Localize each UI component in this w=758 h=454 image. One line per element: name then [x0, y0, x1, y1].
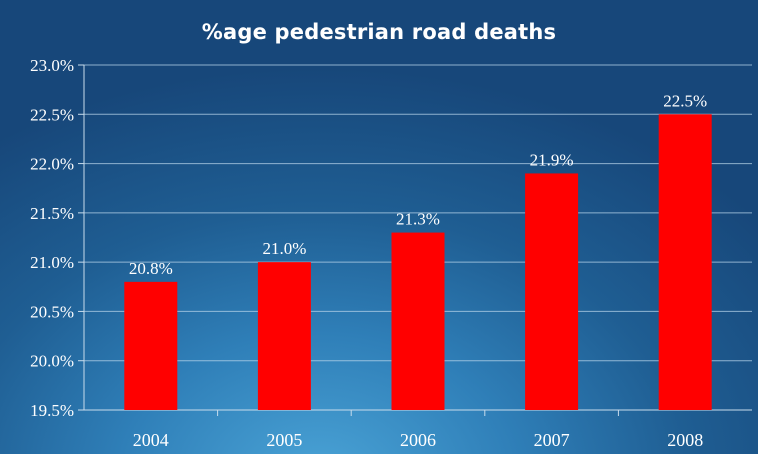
bar	[257, 262, 311, 410]
x-tick-label: 2005	[266, 430, 302, 450]
y-tick-label: 21.0%	[30, 253, 74, 272]
y-tick-label: 20.0%	[30, 352, 74, 371]
x-tick-label: 2006	[400, 430, 436, 450]
bar	[391, 232, 445, 410]
y-tick-label: 23.0%	[30, 56, 74, 75]
data-label: 21.0%	[262, 239, 306, 258]
y-tick-label: 21.5%	[30, 204, 74, 223]
y-tick-label: 22.5%	[30, 105, 74, 124]
y-tick-label: 20.5%	[30, 302, 74, 321]
x-tick-label: 2007	[534, 430, 570, 450]
bar	[658, 114, 712, 411]
chart-title: %age pedestrian road deaths	[201, 20, 557, 44]
bar	[525, 173, 579, 410]
data-label: 22.5%	[663, 91, 707, 110]
y-tick-label: 19.5%	[30, 401, 74, 420]
data-label: 20.8%	[129, 259, 173, 278]
bar	[124, 281, 178, 410]
data-label: 21.3%	[396, 210, 440, 229]
x-tick-label: 2008	[667, 430, 703, 450]
y-tick-label: 22.0%	[30, 155, 74, 174]
x-tick-label: 2004	[133, 430, 169, 450]
data-label: 21.9%	[530, 150, 574, 169]
